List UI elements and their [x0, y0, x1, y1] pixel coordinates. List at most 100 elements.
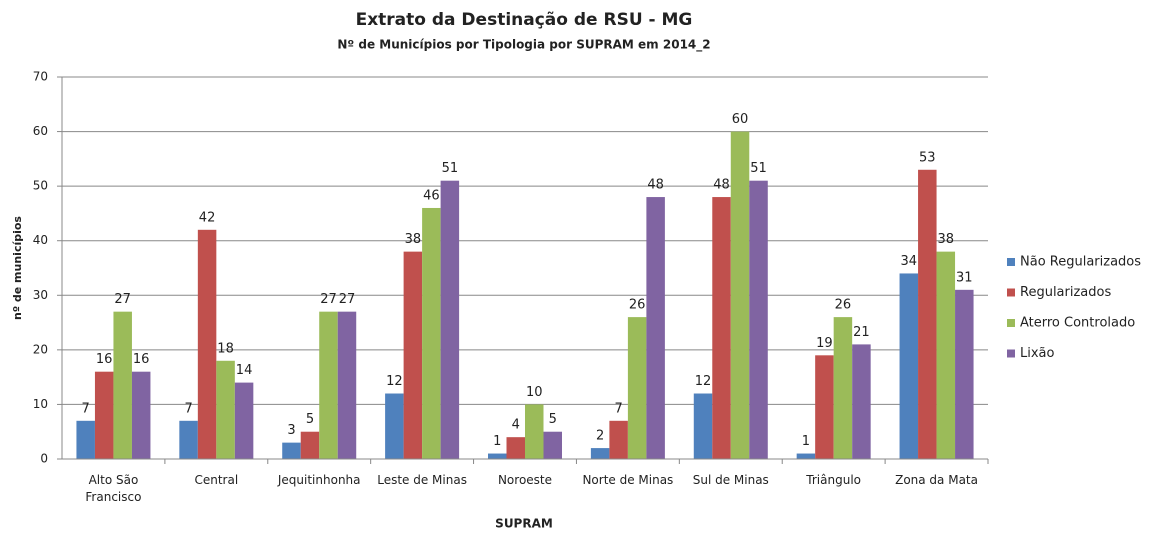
data-label: 2	[596, 429, 604, 444]
bar	[730, 131, 750, 460]
legend-label: Aterro Controlado	[1020, 316, 1135, 331]
x-tick-label: Noroeste	[497, 473, 553, 487]
y-tick-label: 70	[33, 70, 48, 84]
bar	[693, 393, 713, 459]
x-tick-label: Triângulo	[806, 473, 861, 487]
data-label: 10	[526, 385, 543, 400]
data-label: 38	[405, 232, 422, 247]
legend-swatch	[1007, 319, 1015, 327]
bar	[525, 404, 544, 459]
legend-label: Regularizados	[1020, 285, 1111, 300]
data-label: 16	[96, 352, 113, 367]
bar	[300, 431, 320, 459]
legend-swatch	[1007, 349, 1015, 358]
bar	[506, 437, 525, 459]
data-label: 42	[199, 210, 216, 225]
bar	[94, 371, 114, 459]
x-tick-label: Norte de Minas	[582, 473, 674, 487]
data-label: 7	[82, 401, 90, 416]
data-label: 38	[938, 232, 955, 247]
data-label: 27	[339, 292, 356, 307]
x-tick-label: Sul de Minas	[692, 473, 769, 487]
bar	[282, 442, 301, 459]
legend-swatch	[1007, 288, 1015, 297]
y-tick-label: 60	[33, 124, 48, 138]
bar	[403, 251, 423, 459]
legend-label: Lixão	[1020, 346, 1055, 361]
bar	[234, 382, 254, 459]
bar	[936, 251, 956, 459]
chart-subtitle: Nº de Municípios por Tipologia por SUPRA…	[337, 38, 710, 53]
data-label: 7	[614, 401, 622, 416]
data-label: 31	[956, 270, 973, 285]
x-tick-label: Zona da Mata	[895, 473, 978, 487]
bar	[796, 453, 816, 459]
data-label: 18	[217, 341, 234, 356]
data-label: 14	[236, 363, 253, 378]
x-tick-label: Jequitinhonha	[277, 473, 361, 487]
data-label: 16	[133, 352, 150, 367]
x-tick-label: Leste de Minas	[377, 473, 467, 487]
bar	[216, 360, 235, 459]
bar	[422, 207, 441, 459]
bar	[385, 393, 404, 459]
bar	[852, 344, 871, 459]
bar	[543, 431, 562, 459]
data-label: 34	[901, 254, 918, 269]
data-label: 53	[919, 150, 936, 165]
y-tick-label: 20	[33, 342, 48, 356]
legend-swatch	[1007, 258, 1015, 266]
data-label: 26	[835, 298, 852, 313]
data-label: 1	[493, 434, 501, 449]
bar	[440, 180, 460, 459]
bar	[319, 311, 338, 459]
data-label: 5	[306, 412, 314, 427]
bar	[749, 180, 768, 459]
data-label: 4	[512, 418, 520, 433]
x-tick-label: Alto São Francisco	[85, 473, 142, 504]
bar	[627, 317, 647, 459]
data-label: 12	[695, 374, 712, 389]
data-label: 46	[423, 188, 440, 203]
y-tick-label: 10	[33, 397, 48, 411]
bar	[590, 448, 610, 459]
bar	[76, 420, 95, 459]
x-axis-title: SUPRAM	[495, 517, 553, 531]
data-label: 7	[184, 401, 192, 416]
data-label: 3	[287, 423, 295, 438]
bar	[646, 197, 665, 460]
y-tick-label: 0	[40, 452, 48, 466]
y-tick-label: 50	[33, 179, 48, 193]
bar	[712, 197, 731, 460]
bar	[113, 311, 132, 459]
data-label: 5	[549, 412, 557, 427]
bar	[899, 273, 919, 459]
legend-label: Não Regularizados	[1020, 255, 1141, 270]
data-label: 1	[802, 434, 810, 449]
bar	[815, 355, 834, 459]
data-label: 21	[853, 325, 870, 340]
data-label: 27	[320, 292, 337, 307]
data-label: 19	[816, 336, 833, 351]
data-label: 12	[386, 374, 403, 389]
data-label: 48	[647, 178, 664, 193]
y-tick-label: 40	[33, 233, 48, 247]
y-tick-label: 30	[33, 288, 48, 302]
chart-title: Extrato da Destinação de RSU - MG	[356, 10, 693, 30]
y-axis-title: nº de municípios	[11, 216, 24, 320]
bar	[488, 453, 507, 459]
data-label: 48	[713, 178, 730, 193]
bar	[833, 317, 853, 459]
bar	[197, 229, 217, 459]
x-tick-label: Central	[194, 473, 239, 487]
bar	[179, 420, 198, 459]
bar	[131, 371, 151, 459]
data-label: 51	[750, 161, 767, 176]
data-label: 51	[442, 161, 459, 176]
data-label: 60	[732, 112, 749, 127]
data-label: 26	[629, 298, 646, 313]
bar	[955, 289, 974, 459]
bar	[337, 311, 357, 459]
